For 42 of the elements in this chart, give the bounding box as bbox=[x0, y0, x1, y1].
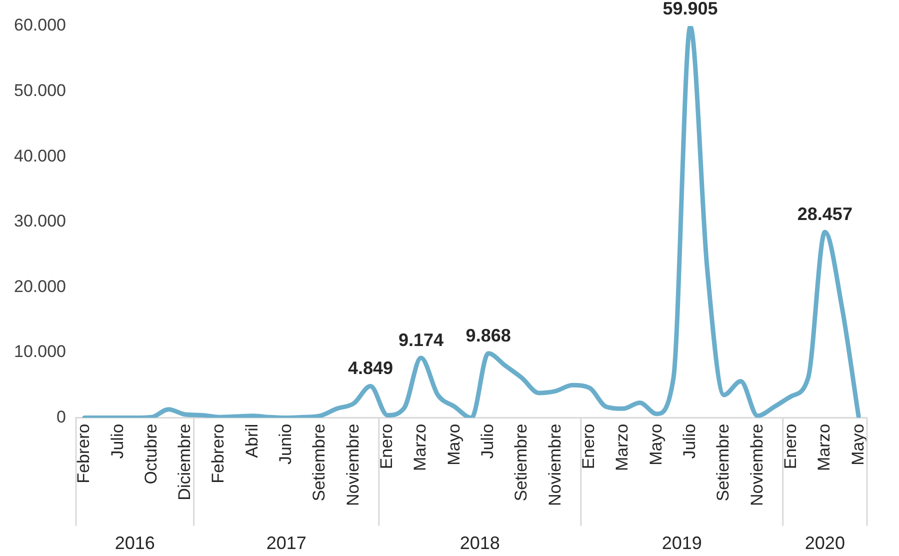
y-tick-label: 10.000 bbox=[14, 342, 66, 362]
data-label: 59.905 bbox=[662, 0, 718, 19]
text: 2018 bbox=[460, 532, 500, 553]
x-tick-label: Julio bbox=[680, 424, 699, 459]
x-tick-label: Julio bbox=[108, 424, 127, 459]
x-tick-label: Noviembre bbox=[343, 424, 362, 506]
x-tick-label: Setiembre bbox=[512, 424, 531, 502]
text: 2016 bbox=[114, 532, 155, 553]
x-tick-label: Marzo bbox=[814, 424, 834, 472]
x-tick-label: Julio bbox=[478, 424, 498, 459]
y-tick-label: 0 bbox=[56, 407, 66, 426]
x-tick-label: Mayo bbox=[444, 424, 464, 466]
x-tick-label: Setiembre bbox=[714, 424, 733, 502]
x-tick-label: Diciembre bbox=[175, 424, 194, 500]
data-label: 9.174 bbox=[398, 330, 444, 350]
x-tick-label: Mayo bbox=[646, 424, 666, 466]
x-tick-label: Enero bbox=[578, 424, 598, 470]
x-tick-label: Octubre bbox=[141, 424, 160, 484]
x-tick-label: Febrero bbox=[74, 424, 94, 484]
x-tick-label: Abril bbox=[242, 424, 262, 458]
x-tick-label: Marzo bbox=[410, 424, 430, 472]
x-tick-label: Junio bbox=[276, 424, 296, 464]
y-tick-label: 40.000 bbox=[14, 146, 66, 166]
x-tick-label: Mayo bbox=[848, 424, 868, 466]
x-tick-label: Marzo bbox=[612, 424, 632, 472]
line-series bbox=[82, 26, 861, 418]
x-tick-label: Noviembre bbox=[747, 424, 766, 506]
y-tick-label: 30.000 bbox=[14, 212, 66, 231]
data-label: 9.868 bbox=[466, 325, 511, 346]
text: 2020 bbox=[804, 532, 845, 553]
y-tick-label: 60.000 bbox=[14, 16, 66, 35]
y-tick-label: 50.000 bbox=[14, 80, 66, 100]
x-tick-label: Febrero bbox=[208, 424, 228, 484]
data-label: 4.849 bbox=[348, 358, 394, 378]
x-tick-label: Setiembre bbox=[310, 424, 329, 502]
y-tick-label: 20.000 bbox=[14, 276, 66, 296]
data-label: 28.457 bbox=[797, 204, 852, 224]
x-tick-label: Enero bbox=[780, 424, 800, 470]
text: 2017 bbox=[266, 532, 306, 553]
text: 2019 bbox=[662, 532, 702, 553]
x-tick-label: Noviembre bbox=[545, 424, 564, 506]
x-tick-label: Enero bbox=[377, 424, 396, 470]
